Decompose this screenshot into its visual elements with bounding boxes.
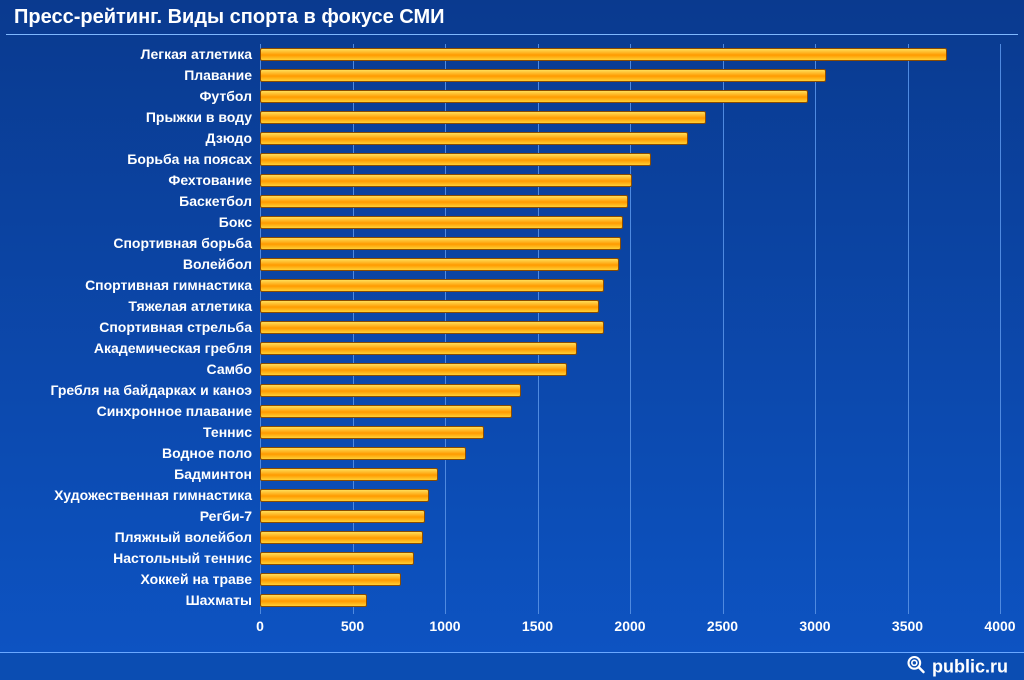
bar-row: Спортивная стрельба: [260, 321, 1000, 333]
bar-row: Прыжки в воду: [260, 111, 1000, 123]
x-tick-label: 3500: [892, 618, 923, 634]
chart-root: Пресс-рейтинг. Виды спорта в фокусе СМИ …: [0, 0, 1024, 680]
bar-label: Футбол: [199, 88, 252, 104]
x-tick-label: 0: [256, 618, 264, 634]
bar: [260, 48, 947, 60]
bar-label: Прыжки в воду: [146, 109, 252, 125]
bar-row: Спортивная гимнастика: [260, 279, 1000, 291]
bar-label: Настольный теннис: [113, 550, 252, 566]
bar-row: Футбол: [260, 90, 1000, 102]
bar: [260, 174, 632, 186]
bar-row: Синхронное плавание: [260, 405, 1000, 417]
bar-row: Самбо: [260, 363, 1000, 375]
bar-row: Настольный теннис: [260, 552, 1000, 564]
x-tick-label: 2500: [707, 618, 738, 634]
bar-label: Тяжелая атлетика: [128, 298, 252, 314]
magnifier-icon: [906, 654, 926, 679]
bar-row: Теннис: [260, 426, 1000, 438]
bar-label: Бадминтон: [174, 466, 252, 482]
bar-label: Легкая атлетика: [141, 46, 252, 62]
footer-brand: public.ru: [906, 654, 1008, 679]
bar-label: Плавание: [184, 67, 252, 83]
bar-label: Бокс: [219, 214, 252, 230]
bar: [260, 153, 651, 165]
bar: [260, 279, 604, 291]
x-gridline: [1000, 44, 1001, 614]
bar-label: Спортивная стрельба: [99, 319, 252, 335]
bar-row: Пляжный волейбол: [260, 531, 1000, 543]
bar-label: Шахматы: [186, 592, 252, 608]
bar-label: Борьба на поясах: [127, 151, 252, 167]
bar: [260, 342, 577, 354]
bar: [260, 132, 688, 144]
bar-label: Фехтование: [168, 172, 252, 188]
bar: [260, 300, 599, 312]
bar: [260, 405, 512, 417]
bar: [260, 384, 521, 396]
title-rule: [6, 34, 1018, 35]
bar: [260, 216, 623, 228]
bar-row: Хоккей на траве: [260, 573, 1000, 585]
bar: [260, 489, 429, 501]
bar: [260, 111, 706, 123]
bar-row: Фехтование: [260, 174, 1000, 186]
bar-label: Художественная гимнастика: [54, 487, 252, 503]
bar-label: Спортивная борьба: [113, 235, 252, 251]
bar: [260, 195, 628, 207]
footer-bar: public.ru: [0, 652, 1024, 680]
bar: [260, 363, 567, 375]
footer-brand-text: public.ru: [932, 656, 1008, 677]
x-tick-label: 1500: [522, 618, 553, 634]
bar-row: Регби-7: [260, 510, 1000, 522]
bar-label: Дзюдо: [206, 130, 253, 146]
bar: [260, 510, 425, 522]
bar: [260, 573, 401, 585]
bar: [260, 69, 826, 81]
bar-row: Борьба на поясах: [260, 153, 1000, 165]
bar-label: Хоккей на траве: [140, 571, 252, 587]
bar-label: Водное поло: [162, 445, 252, 461]
bar-row: Тяжелая атлетика: [260, 300, 1000, 312]
bar: [260, 468, 438, 480]
bar: [260, 594, 367, 606]
bar: [260, 447, 466, 459]
bar: [260, 552, 414, 564]
bar-row: Гребля на байдарках и каноэ: [260, 384, 1000, 396]
bar: [260, 531, 423, 543]
x-tick-label: 4000: [984, 618, 1015, 634]
bar-row: Бокс: [260, 216, 1000, 228]
bar-label: Регби-7: [200, 508, 252, 524]
bar-row: Художественная гимнастика: [260, 489, 1000, 501]
bar-label: Самбо: [207, 361, 252, 377]
bar-label: Теннис: [203, 424, 252, 440]
bar-label: Синхронное плавание: [97, 403, 252, 419]
bar-row: Водное поло: [260, 447, 1000, 459]
bar-label: Баскетбол: [179, 193, 252, 209]
bar-row: Спортивная борьба: [260, 237, 1000, 249]
x-tick-label: 1000: [429, 618, 460, 634]
x-tick-label: 2000: [614, 618, 645, 634]
bar: [260, 237, 621, 249]
bar-row: Шахматы: [260, 594, 1000, 606]
bar-label: Волейбол: [183, 256, 252, 272]
bar-row: Волейбол: [260, 258, 1000, 270]
bar-row: Академическая гребля: [260, 342, 1000, 354]
bar-row: Плавание: [260, 69, 1000, 81]
chart-title: Пресс-рейтинг. Виды спорта в фокусе СМИ: [14, 6, 444, 29]
bar-row: Баскетбол: [260, 195, 1000, 207]
x-tick-label: 500: [341, 618, 364, 634]
bar-row: Бадминтон: [260, 468, 1000, 480]
bar: [260, 321, 604, 333]
bar-row: Дзюдо: [260, 132, 1000, 144]
bar-label: Академическая гребля: [94, 340, 252, 356]
bar: [260, 426, 484, 438]
bar-label: Гребля на байдарках и каноэ: [50, 382, 252, 398]
bar-label: Спортивная гимнастика: [85, 277, 252, 293]
bar: [260, 258, 619, 270]
plot-area: 05001000150020002500300035004000Легкая а…: [260, 44, 1000, 614]
bar: [260, 90, 808, 102]
bar-label: Пляжный волейбол: [115, 529, 252, 545]
x-tick-label: 3000: [799, 618, 830, 634]
bar-row: Легкая атлетика: [260, 48, 1000, 60]
